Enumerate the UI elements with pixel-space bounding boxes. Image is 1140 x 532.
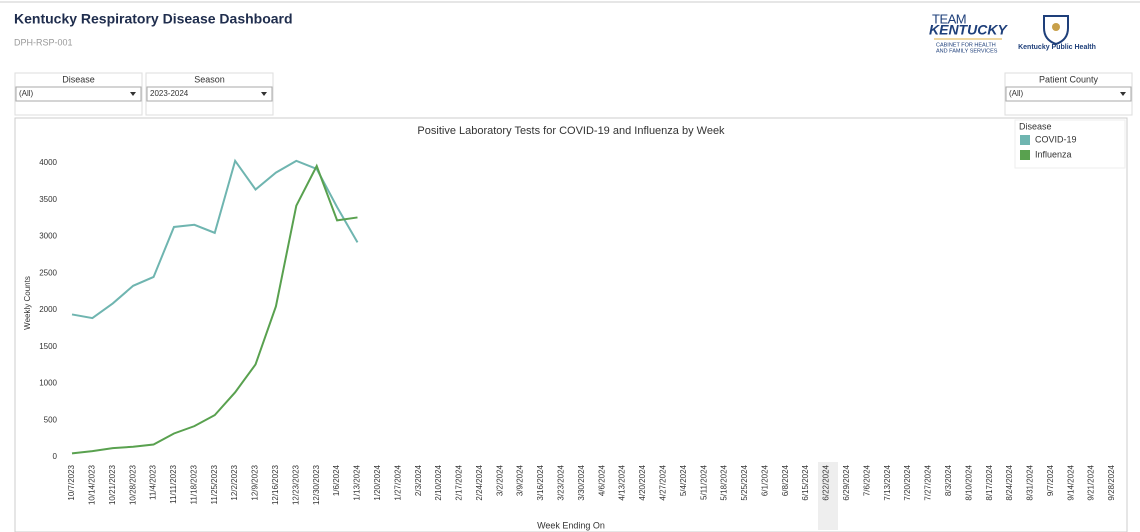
- logo-text: Kentucky Public Health: [1018, 44, 1096, 51]
- x-tick-label: 8/3/2024: [944, 464, 953, 496]
- legend-label: COVID-19: [1035, 134, 1077, 144]
- x-tick-label: 6/1/2024: [760, 464, 769, 496]
- x-tick-label: 1/13/2024: [353, 464, 362, 500]
- filter-value: (All): [1009, 89, 1024, 98]
- dashboard-code: DPH-RSP-001: [14, 37, 73, 47]
- x-tick-label: 8/17/2024: [985, 464, 994, 500]
- y-tick-label: 1000: [39, 379, 57, 388]
- y-tick-label: 2500: [39, 268, 57, 277]
- legend-title: Disease: [1019, 121, 1052, 131]
- dropdown-arrow: [261, 92, 267, 96]
- x-tick-label: 2/24/2024: [475, 464, 484, 500]
- filter-dropdown[interactable]: [146, 86, 273, 102]
- y-tick-label: 3000: [39, 232, 57, 241]
- x-tick-label: 11/18/2023: [189, 464, 198, 504]
- x-tick-label: 4/6/2024: [597, 464, 606, 496]
- x-tick-label: 2/17/2024: [455, 464, 464, 500]
- y-tick-label: 0: [53, 452, 58, 461]
- y-tick-label: 2000: [39, 305, 57, 314]
- x-tick-label: 3/23/2024: [557, 464, 566, 500]
- x-tick-label: 4/13/2024: [618, 464, 627, 500]
- x-tick-label: 12/2/2023: [230, 464, 239, 500]
- legend-swatch: [1020, 150, 1030, 160]
- x-tick-label: 10/14/2023: [88, 464, 97, 505]
- x-tick-label: 5/4/2024: [679, 464, 688, 496]
- x-tick-label: 9/21/2024: [1087, 464, 1096, 500]
- highlight-band: [818, 462, 838, 530]
- logo-text: KENTUCKY: [929, 22, 1008, 38]
- y-axis-label: Weekly Counts: [23, 276, 32, 330]
- x-tick-label: 8/10/2024: [964, 464, 973, 500]
- dropdown-arrow: [1120, 92, 1126, 96]
- x-tick-label: 5/25/2024: [740, 464, 749, 500]
- series-line: [71, 158, 359, 320]
- x-tick-label: 9/7/2024: [1046, 464, 1055, 496]
- x-tick-label: 2/10/2024: [434, 464, 443, 500]
- dashboard-title: Kentucky Respiratory Disease Dashboard: [14, 11, 293, 27]
- x-tick-label: 6/8/2024: [781, 464, 790, 496]
- chart-frame: [14, 117, 1128, 532]
- x-tick-label: 1/6/2024: [332, 464, 341, 496]
- x-tick-label: 12/23/2023: [291, 464, 300, 505]
- x-tick-label: 7/20/2024: [903, 464, 912, 500]
- x-tick-label: 3/30/2024: [577, 464, 586, 500]
- y-tick-label: 1500: [39, 342, 57, 351]
- x-tick-label: 7/6/2024: [862, 464, 871, 496]
- x-tick-label: 11/25/2023: [210, 464, 219, 504]
- x-tick-label: 10/7/2023: [67, 464, 76, 500]
- x-tick-label: 10/28/2023: [128, 464, 137, 505]
- x-tick-label: 1/27/2024: [393, 464, 402, 500]
- x-tick-label: 9/28/2024: [1107, 464, 1116, 500]
- x-tick-label: 12/16/2023: [271, 464, 280, 505]
- x-tick-label: 11/4/2023: [149, 464, 158, 500]
- x-tick-label: 5/11/2024: [699, 464, 708, 500]
- x-tick-label: 11/11/2023: [169, 464, 178, 503]
- x-tick-label: 3/16/2024: [536, 464, 545, 500]
- filter-value: 2023-2024: [150, 89, 189, 98]
- x-tick-label: 7/13/2024: [883, 464, 892, 500]
- logo-text: CABINET FOR HEALTH: [936, 42, 996, 48]
- y-tick-label: 500: [44, 415, 58, 424]
- filter-value: (All): [19, 89, 34, 98]
- filter-label: Patient County: [1039, 74, 1099, 84]
- x-tick-label: 2/3/2024: [414, 464, 423, 496]
- chart-title: Positive Laboratory Tests for COVID-19 a…: [417, 125, 725, 137]
- x-tick-label: 1/20/2024: [373, 464, 382, 500]
- x-tick-label: 5/18/2024: [720, 464, 729, 500]
- x-tick-label: 10/21/2023: [108, 464, 117, 505]
- y-tick-label: 3500: [39, 195, 57, 204]
- x-tick-label: 12/30/2023: [312, 464, 321, 505]
- x-tick-label: 8/24/2024: [1005, 464, 1014, 500]
- filter-label: Season: [194, 74, 225, 84]
- x-tick-label: 6/22/2024: [822, 464, 831, 500]
- dropdown-arrow: [130, 92, 136, 96]
- legend: [1014, 119, 1126, 169]
- x-tick-label: 3/2/2024: [495, 464, 504, 496]
- logo-text: AND FAMILY SERVICES: [936, 48, 998, 54]
- x-axis-label: Week Ending On: [537, 520, 605, 530]
- x-tick-label: 4/20/2024: [638, 464, 647, 500]
- y-tick-label: 4000: [39, 158, 57, 167]
- legend-swatch: [1020, 135, 1030, 145]
- logo-shield: [1052, 23, 1060, 31]
- x-tick-label: 7/27/2024: [924, 464, 933, 500]
- x-tick-label: 6/29/2024: [842, 464, 851, 500]
- x-tick-label: 12/9/2023: [251, 464, 260, 500]
- filter-dropdown[interactable]: [1005, 86, 1132, 102]
- x-tick-label: 4/27/2024: [658, 464, 667, 500]
- x-tick-label: 3/9/2024: [516, 464, 525, 496]
- x-tick-label: 8/31/2024: [1026, 464, 1035, 500]
- filter-label: Disease: [62, 74, 95, 84]
- logo-text: TEAM: [932, 11, 966, 26]
- x-tick-label: 6/15/2024: [801, 464, 810, 500]
- filter-dropdown[interactable]: [15, 86, 142, 102]
- series-line: [71, 163, 358, 455]
- legend-label: Influenza: [1035, 149, 1072, 159]
- x-tick-label: 9/14/2024: [1066, 464, 1075, 500]
